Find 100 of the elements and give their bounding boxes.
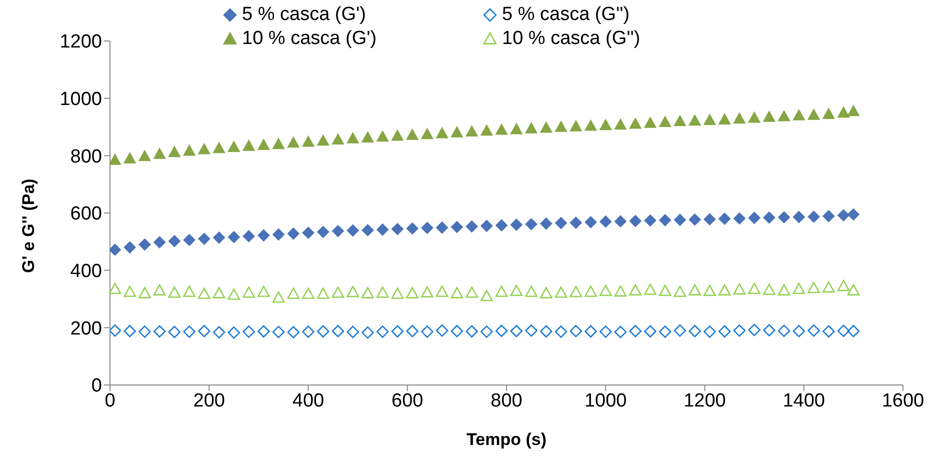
point [847, 284, 860, 296]
point [450, 324, 464, 338]
point [847, 208, 860, 220]
point [287, 326, 300, 338]
point [124, 241, 136, 254]
point [540, 287, 552, 298]
x-tick-label: 1200 [684, 390, 726, 412]
point [287, 228, 300, 240]
point [674, 286, 686, 297]
point [733, 112, 746, 124]
point [792, 211, 805, 224]
point [391, 223, 404, 236]
x-tick-label: 600 [392, 390, 424, 412]
point [317, 226, 330, 238]
point [748, 282, 760, 294]
point [822, 325, 835, 338]
point [346, 286, 360, 298]
point [570, 120, 582, 132]
point [570, 324, 582, 338]
point [614, 326, 627, 338]
point [332, 225, 344, 238]
point [748, 212, 760, 224]
point [659, 116, 672, 128]
point [242, 326, 255, 338]
point [704, 114, 716, 126]
point [376, 326, 389, 338]
point [525, 286, 538, 297]
point [808, 282, 820, 294]
point [838, 106, 850, 118]
point [778, 110, 790, 122]
point [600, 119, 612, 130]
point [540, 218, 552, 230]
point [540, 122, 552, 133]
point [110, 154, 121, 165]
point [658, 326, 672, 338]
point [213, 142, 226, 154]
point [332, 324, 344, 338]
point [584, 286, 597, 297]
point [837, 280, 850, 292]
point [496, 124, 508, 135]
point [614, 118, 626, 130]
point [466, 220, 478, 232]
point [272, 326, 285, 338]
point [480, 326, 493, 338]
point [362, 224, 374, 236]
point [362, 287, 374, 298]
point [406, 222, 418, 234]
point [450, 126, 463, 138]
point [847, 324, 860, 338]
point [168, 235, 180, 248]
point [228, 326, 240, 339]
point [153, 284, 166, 296]
point [584, 120, 597, 131]
point [688, 114, 701, 126]
point [704, 284, 716, 296]
point [183, 326, 196, 338]
point [704, 326, 716, 338]
y-tick-label: 800 [70, 146, 102, 168]
point [748, 112, 760, 123]
point [138, 326, 151, 338]
point [242, 140, 255, 151]
point [674, 115, 686, 126]
x-tick-label: 1000 [584, 390, 627, 412]
y-tick-label: 400 [70, 261, 102, 282]
point [421, 128, 434, 140]
point [822, 108, 835, 119]
point [674, 214, 686, 226]
point [198, 324, 210, 338]
point [436, 127, 448, 138]
point [554, 286, 568, 298]
legend-label: 5 % casca (G') [242, 4, 366, 26]
point [644, 325, 656, 338]
point [629, 284, 642, 296]
point [480, 124, 493, 136]
y-tick-label: 1200 [60, 32, 102, 53]
point [183, 144, 196, 156]
point [212, 287, 226, 298]
x-tick-label: 400 [292, 390, 324, 412]
point [792, 282, 806, 294]
y-tick-label: 600 [70, 204, 102, 225]
point [525, 122, 538, 134]
point [421, 222, 434, 234]
point [837, 324, 850, 337]
point [316, 325, 330, 338]
legend-label: 5 % casca (G'') [502, 4, 630, 26]
y-tick-label: 0 [91, 376, 102, 397]
point [138, 238, 151, 251]
point [272, 228, 285, 240]
point [258, 229, 270, 242]
point [316, 288, 330, 299]
point [376, 130, 389, 142]
point [391, 288, 404, 299]
point [153, 325, 166, 338]
point [554, 326, 568, 338]
point [346, 224, 359, 236]
point [718, 284, 731, 296]
point [570, 286, 582, 298]
point [466, 126, 478, 136]
point [391, 130, 404, 141]
point [376, 286, 389, 298]
